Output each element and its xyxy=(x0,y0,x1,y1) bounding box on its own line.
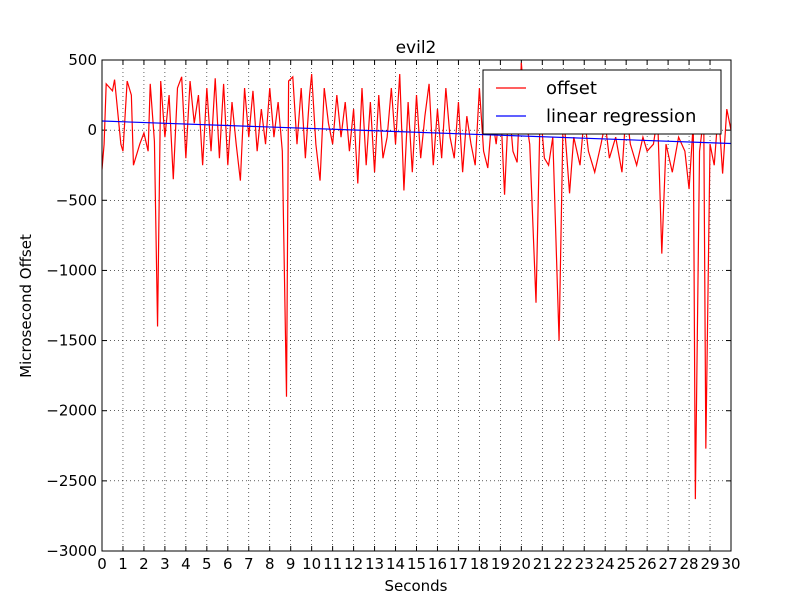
x-tick-label: 20 xyxy=(512,555,531,573)
chart-title: evil2 xyxy=(396,38,437,58)
x-tick-label: 18 xyxy=(470,555,489,573)
x-tick-label: 24 xyxy=(596,555,615,573)
x-tick-label: 15 xyxy=(407,555,426,573)
x-tick-label: 14 xyxy=(386,555,405,573)
x-tick-label: 9 xyxy=(286,555,296,573)
y-tick-label: −2000 xyxy=(46,402,97,420)
line-series xyxy=(102,62,731,500)
x-tick-label: 8 xyxy=(265,555,275,573)
x-tick-label: 13 xyxy=(365,555,384,573)
y-axis-label: Microsecond Offset xyxy=(17,234,35,378)
y-tick-label: −500 xyxy=(56,191,97,209)
x-tick-label: 30 xyxy=(721,555,740,573)
x-tick-label: 26 xyxy=(638,555,657,573)
x-tick-label: 23 xyxy=(575,555,594,573)
legend-box xyxy=(482,69,722,135)
x-tick-label: 17 xyxy=(449,555,468,573)
plot-frame xyxy=(101,59,732,552)
x-tick-label: 7 xyxy=(244,555,254,573)
x-axis-label: Seconds xyxy=(384,577,447,595)
x-tick-label: 11 xyxy=(323,555,342,573)
y-tick-label: −1000 xyxy=(46,261,97,279)
x-tick-label: 21 xyxy=(533,555,552,573)
x-tick-label: 29 xyxy=(700,555,719,573)
x-tick-label: 16 xyxy=(428,555,447,573)
x-tick-label: 12 xyxy=(344,555,363,573)
y-tick-label: −1500 xyxy=(46,332,97,350)
x-tick-label: 5 xyxy=(202,555,212,573)
x-tick-label: 10 xyxy=(302,555,321,573)
x-tick-label: 1 xyxy=(118,555,128,573)
y-tick-label: 0 xyxy=(87,121,97,139)
y-tick-label: 500 xyxy=(68,51,97,69)
x-tick-label: 2 xyxy=(139,555,149,573)
x-tick-label: 28 xyxy=(680,555,699,573)
x-tick-label: 3 xyxy=(160,555,170,573)
x-tick-label: 27 xyxy=(659,555,678,573)
x-tick-label: 6 xyxy=(223,555,233,573)
x-tick-label: 4 xyxy=(181,555,191,573)
x-tick-label: 0 xyxy=(97,555,107,573)
y-tick-label: −2500 xyxy=(46,472,97,490)
legend-label: linear regression xyxy=(546,106,696,127)
x-tick-label: 25 xyxy=(617,555,636,573)
x-tick-label: 22 xyxy=(554,555,573,573)
y-tick-label: −3000 xyxy=(46,542,97,560)
x-tick-label: 19 xyxy=(491,555,510,573)
legend-label: offset xyxy=(546,78,597,99)
line-series xyxy=(102,120,731,145)
